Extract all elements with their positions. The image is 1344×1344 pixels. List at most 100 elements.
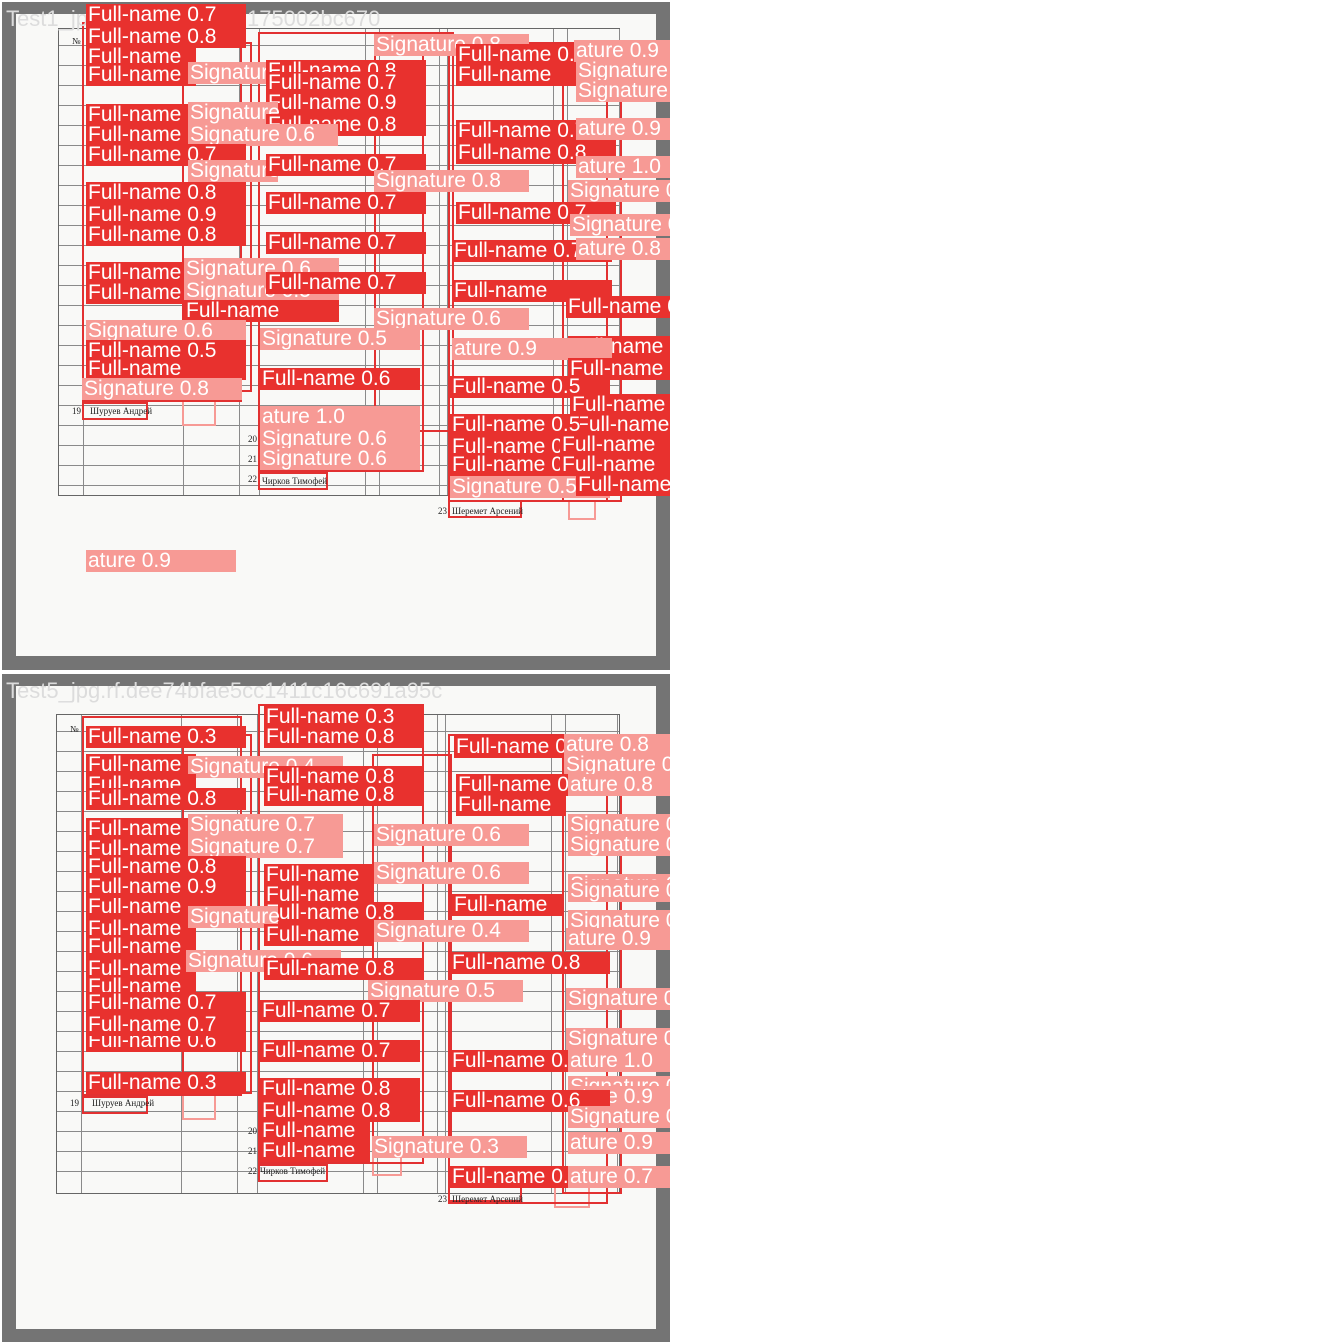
full-name-detection-label: Full-name 0.8 <box>86 788 246 810</box>
full-name-detection-label: Full-name <box>560 454 670 476</box>
student-name-text: Шуруев Андрей <box>90 406 153 416</box>
signature-detection-label: Signature 0.5 <box>568 180 670 202</box>
full-name-detection-label: Full-name <box>260 1120 370 1142</box>
signature-detection-label: Signature 0.9 <box>564 754 670 776</box>
table-row-line <box>59 405 619 406</box>
signature-detection-label: Signature 0.8 <box>566 1028 670 1050</box>
signature-detection-label: ature 1.0 <box>260 406 420 428</box>
full-name-detection-label: Full-name 0.6 <box>260 368 420 390</box>
full-name-detection-label: Full-name <box>86 936 196 958</box>
full-name-detection-label: Full-name 0.7 <box>266 232 426 254</box>
signature-detection-label: Signature 0.7 <box>576 60 670 82</box>
signature-detection-label: Signature 0.5 <box>568 1106 670 1128</box>
signature-detection-label: ature 0.8 <box>576 238 670 260</box>
signature-detection-label: Signature 0.6 <box>374 862 529 884</box>
full-name-detection-label: Full-name 0.7 <box>86 4 246 26</box>
full-name-detection-label: Full-name <box>456 794 566 816</box>
signature-detection-label: Signature 0.5 <box>260 328 420 350</box>
signature-detection-label: Signature 0.6 <box>260 428 420 450</box>
row-number-text: 19 <box>70 1098 79 1108</box>
table-header-number: № <box>72 36 81 46</box>
full-name-detection-label: Full-name 0.7 <box>260 1040 420 1062</box>
detection-panel-1: № Шуруев Андрей Чирков Тимофей Шеремет Арсе… <box>2 2 670 670</box>
signature-detection-label: Signature 0.9 <box>568 910 670 932</box>
full-name-detection-label: Full-name 0.8 <box>264 784 424 806</box>
student-name-text: Чирков Тимофей <box>262 476 328 486</box>
row-number-text: 20 <box>248 1126 257 1136</box>
full-name-detection-label: Full-name 0.7 <box>266 154 426 176</box>
table-column-line <box>447 29 448 495</box>
full-name-detection-label: Full-name 0.9 <box>450 453 581 476</box>
table-column-line <box>377 715 378 1193</box>
signature-bounding-box <box>182 400 216 426</box>
row-number-text: 20 <box>248 434 257 444</box>
signature-detection-label: Signature <box>188 905 280 928</box>
signature-detection-label: ature 1.0 <box>576 156 670 178</box>
signature-detection-label: Signature <box>188 101 280 124</box>
table-row-line <box>59 45 619 46</box>
table-column-line <box>553 29 554 495</box>
full-name-detection-label: Full-name <box>264 884 374 906</box>
signature-detection-label: Signature 0.5 <box>450 476 610 498</box>
full-name-detection-label: Full-name 0.7 <box>266 272 426 294</box>
table-column-line <box>363 715 364 1193</box>
full-name-detection-label: Full-name <box>86 838 196 860</box>
signature-detection-label: ature 0.9 <box>576 118 670 140</box>
full-name-detection-label: Full-name <box>86 958 196 980</box>
table-column-line <box>617 715 618 1193</box>
signature-detection-label: Signature 0.7 <box>188 814 343 836</box>
full-name-detection-label: Full-name 0.7 <box>266 72 426 94</box>
signature-detection-label: ature 0.7 <box>568 1166 670 1188</box>
table-column-line <box>365 29 366 495</box>
full-name-detection-label: Full-name 0.8 <box>450 435 581 458</box>
student-name-text: Шеремет Арсений <box>452 506 523 516</box>
signature-detection-label: Signature 0.6 <box>86 320 246 342</box>
signature-detection-label: Signature 0.7 <box>188 836 343 858</box>
signature-detection-label: Signature 0.3 <box>372 1136 527 1158</box>
full-name-detection-label: Full-name 0.5 <box>576 474 670 496</box>
full-name-detection-label: Full-name <box>574 414 670 436</box>
full-name-detection-label: Full-name <box>456 64 576 86</box>
table-row-line <box>59 225 619 226</box>
full-name-detection-label: Full-name <box>184 300 339 322</box>
full-name-detection-label: Full-name 0.7 <box>260 1000 420 1022</box>
table-column-line <box>445 715 446 1193</box>
table-row-line <box>59 305 619 306</box>
signature-detection-label: Signature 0.8 <box>570 214 670 236</box>
signature-detection-label: Signature 0.7 <box>568 814 670 836</box>
row-number-text: 22 <box>248 474 257 484</box>
signature-detection-label: Signature 0.5 <box>568 880 670 902</box>
table-column-line <box>379 29 380 495</box>
full-name-detection-label: Full-name <box>560 434 670 456</box>
table-row-line <box>59 325 619 326</box>
signature-detection-label: Signature 0.8 <box>374 170 529 192</box>
signature-detection-label: ature 0.8 <box>564 734 670 756</box>
full-name-bounding-box <box>82 402 148 420</box>
full-name-detection-label: Full-name <box>452 894 562 916</box>
full-name-detection-label: Full-name 0.8 <box>86 26 246 48</box>
full-name-detection-label: Full-name 0.8 <box>264 726 424 748</box>
full-name-detection-label: Full-name <box>86 262 186 284</box>
full-name-detection-label: Full-name 0.8 <box>260 1100 420 1122</box>
signature-detection-label: ature 0.8 <box>568 774 670 796</box>
full-name-detection-label: Full-name <box>264 924 374 946</box>
full-name-detection-label: Full-name <box>86 46 196 68</box>
full-name-bounding-box <box>82 1096 148 1114</box>
full-name-detection-label: Full-name 0.8 <box>264 766 424 788</box>
signature-detection-label: Signature 0.4 <box>374 920 529 942</box>
full-name-detection-label: Full-name <box>86 64 196 86</box>
student-name-text: Чирков Тимофей <box>260 1166 326 1176</box>
signature-detection-label: Signature 0.6 <box>374 824 529 846</box>
table-row-line <box>57 1031 619 1032</box>
full-name-detection-label: Full-name 0.3 <box>86 726 246 748</box>
full-name-detection-label: Full-name 0.8 <box>86 224 246 246</box>
signature-detection-label: ature 0.9 <box>566 928 670 950</box>
full-name-detection-label: Full-name <box>86 358 246 380</box>
signature-detection-label: Signature 0.6 <box>188 124 338 146</box>
signature-detection-label: ature 0.9 <box>568 1132 670 1154</box>
full-name-detection-label: Full-name 0.5 <box>450 413 581 436</box>
full-name-detection-label: Full-name <box>86 818 196 840</box>
full-name-detection-label: Full-name 0.5 <box>86 340 246 362</box>
signature-detection-label: ature 0.9 <box>574 40 670 62</box>
full-name-detection-label: Full-name <box>86 282 186 304</box>
